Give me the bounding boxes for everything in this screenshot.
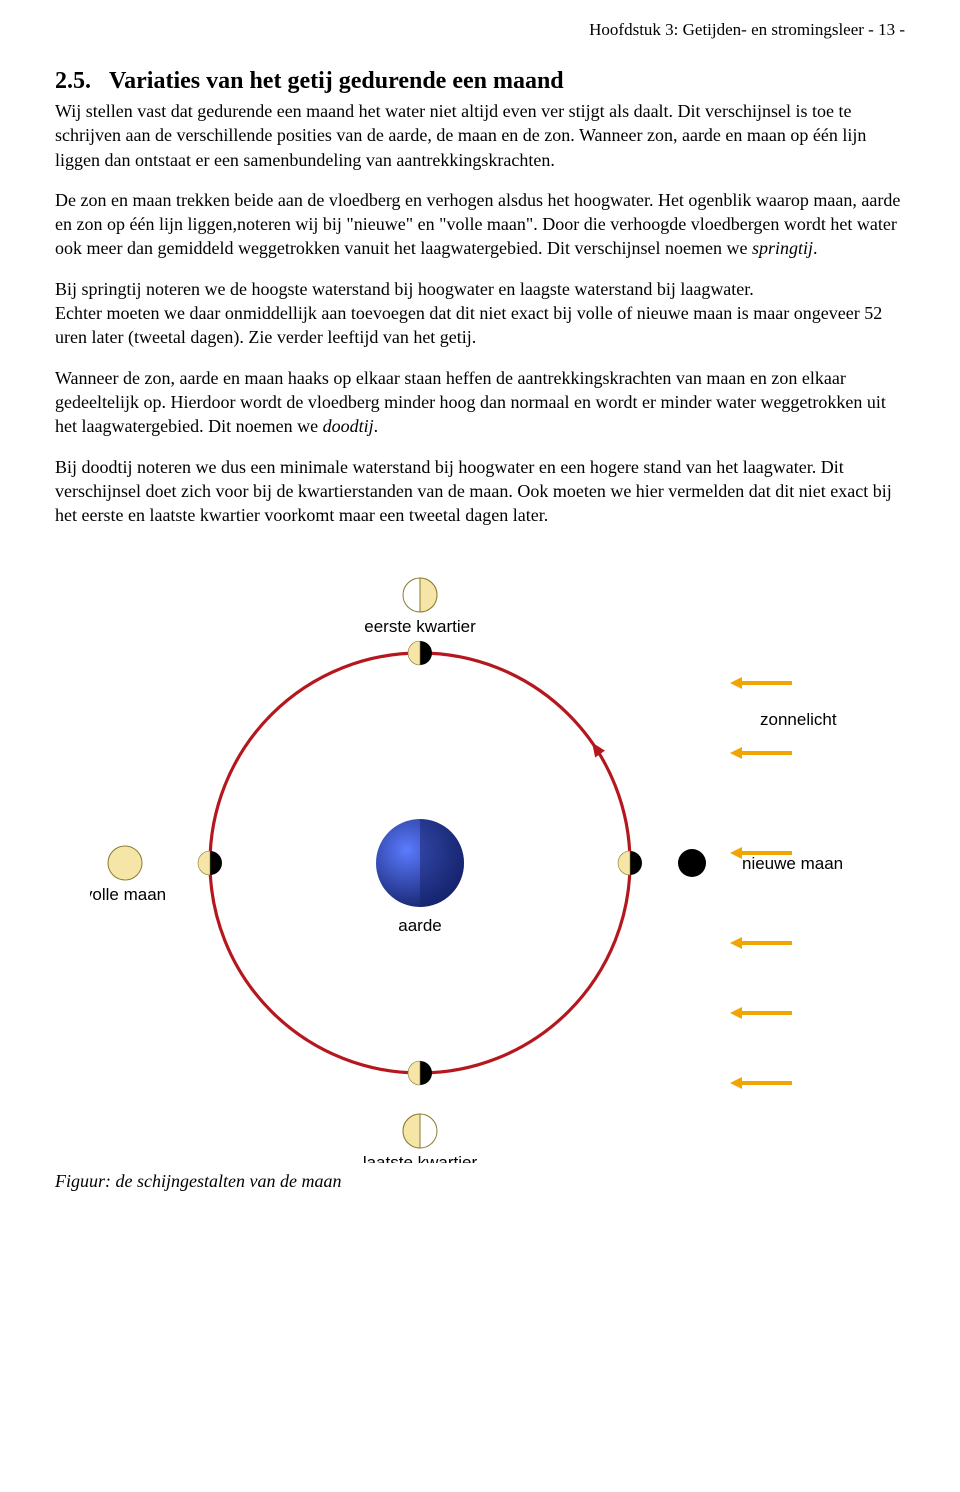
paragraph-4-text-a: Wanneer de zon, aarde en maan haaks op e… [55,368,886,437]
svg-text:zonnelicht: zonnelicht [760,710,837,729]
paragraph-1: Wij stellen vast dat gedurende een maand… [55,99,905,172]
svg-text:eerste kwartier: eerste kwartier [364,617,476,636]
paragraph-2: De zon en maan trekken beide aan de vloe… [55,188,905,261]
page: Hoofdstuk 3: Getijden- en stromingsleer … [0,0,960,1222]
paragraph-5: Bij doodtij noteren we dus een minimale … [55,455,905,528]
page-header: Hoofdstuk 3: Getijden- en stromingsleer … [55,20,905,40]
svg-text:aarde: aarde [398,916,441,935]
svg-text:laatste kwartier: laatste kwartier [363,1153,478,1163]
figure-caption: Figuur: de schijngestalten van de maan [55,1171,905,1192]
paragraph-3: Bij springtij noteren we de hoogste wate… [55,277,905,350]
paragraph-4-text-b: . [374,416,379,436]
paragraph-4: Wanneer de zon, aarde en maan haaks op e… [55,366,905,439]
paragraph-4-em: doodtij [323,416,374,436]
svg-text:volle maan: volle maan [90,885,166,904]
section-heading: 2.5. Variaties van het getij gedurende ee… [55,68,905,95]
section-title: Variaties van het getij gedurende een ma… [109,68,564,94]
paragraph-2-em: springtij [752,238,813,258]
moon-phase-svg: aarde eerste kwartier laatste kwartier voll… [90,543,870,1163]
moon-phase-diagram: aarde eerste kwartier laatste kwartier voll… [90,543,870,1163]
paragraph-2-text-b: . [813,238,818,258]
section-number: 2.5. [55,68,91,95]
svg-text:nieuwe maan: nieuwe maan [742,854,843,873]
